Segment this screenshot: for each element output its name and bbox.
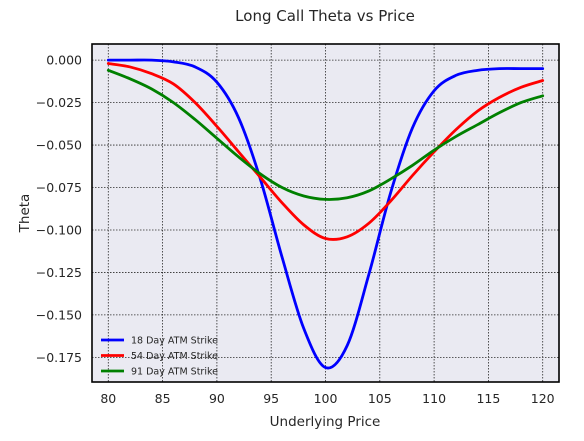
y-tick-label: −0.150 (36, 307, 82, 322)
y-tick-label: 0.000 (46, 53, 82, 68)
x-tick-label: 100 (314, 391, 338, 406)
series-lines (106, 58, 545, 370)
y-tick-label: −0.125 (36, 265, 82, 280)
y-tick-label: −0.175 (36, 350, 82, 365)
y-axis-label: Theta (17, 194, 33, 234)
legend-entry: 18 Day ATM Strike (131, 336, 218, 347)
x-tick-label: 110 (422, 391, 446, 406)
legend-entry: 91 Day ATM Strike (131, 367, 218, 378)
legend-entry: 54 Day ATM Strike (131, 351, 218, 362)
x-axis-label: Underlying Price (270, 414, 381, 430)
x-tick-label: 80 (100, 391, 116, 406)
y-tick-label: −0.075 (36, 180, 82, 195)
y-tick-label: −0.100 (36, 222, 82, 237)
plot-frame (91, 43, 560, 383)
y-tick-label: −0.025 (36, 95, 82, 110)
x-tick-label: 105 (368, 391, 392, 406)
chart-title: Long Call Theta vs Price (235, 7, 415, 25)
x-tick-label: 115 (476, 391, 500, 406)
y-tick-label: −0.050 (36, 138, 82, 153)
x-tick-label: 120 (531, 391, 555, 406)
tick-labels: 80 85 90 95 100 105 110 115 120 0.000 −0.025 −0.050… (36, 53, 555, 406)
x-tick-label: 95 (263, 391, 279, 406)
series-line (106, 68, 545, 201)
x-tick-label: 85 (155, 391, 171, 406)
series-line (106, 58, 545, 370)
series-line (106, 62, 545, 241)
x-tick-label: 90 (209, 391, 225, 406)
legend: 18 Day ATM Strike 54 Day ATM Strike 91 Day… (101, 336, 218, 378)
